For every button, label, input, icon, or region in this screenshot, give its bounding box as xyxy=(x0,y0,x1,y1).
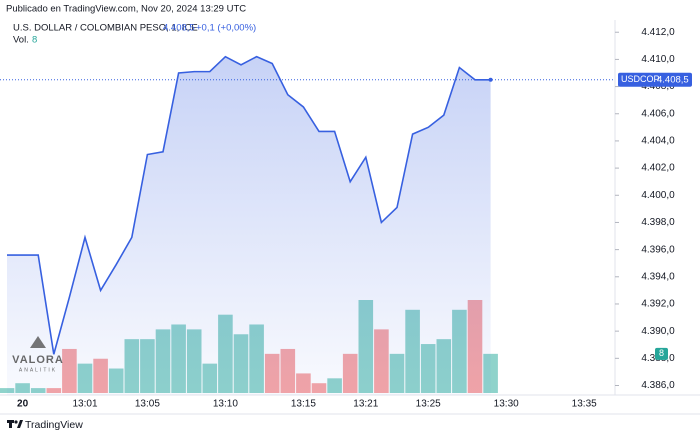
price-area xyxy=(7,56,491,395)
x-tick-label: 13:35 xyxy=(572,399,597,410)
y-tick-label: 4.412,0 xyxy=(641,27,675,38)
watermark-title: VALORA xyxy=(12,354,64,366)
symbol-title: U.S. DOLLAR / COLOMBIAN PESO, 1, ICE xyxy=(13,23,198,34)
price-line xyxy=(7,55,491,355)
price-box xyxy=(618,72,692,87)
x-tick-label: 13:25 xyxy=(416,399,441,410)
watermark: VALORA ANALITIK xyxy=(12,336,64,373)
y-tick-label: 4.400,0 xyxy=(641,190,675,201)
footer-brand: TradingView xyxy=(25,419,83,431)
x-tick-label: 20 xyxy=(17,399,29,410)
watermark-subtitle: ANALITIK xyxy=(19,367,57,373)
y-tick-label: 4.392,0 xyxy=(641,299,675,310)
y-tick-label: 4.406,0 xyxy=(641,108,675,119)
watermark-icon xyxy=(30,336,46,348)
y-tick-label: 4.404,0 xyxy=(641,136,675,147)
last-point xyxy=(488,77,493,82)
y-tick-label: 4.402,0 xyxy=(641,163,675,174)
logo-part xyxy=(14,420,18,424)
y-tick-label: 4.386,0 xyxy=(641,380,675,391)
volume-legend: Vol. xyxy=(13,35,29,46)
x-tick-label: 13:21 xyxy=(353,399,378,410)
volume-box xyxy=(655,347,668,360)
published-note: Publicado en TradingView.com, Nov 20, 20… xyxy=(6,4,246,15)
y-tick-label: 4.390,0 xyxy=(641,326,675,337)
x-tick-label: 13:30 xyxy=(494,399,519,410)
price-change: +0,1 (+0,00%) xyxy=(196,23,256,34)
y-tick-label: 4.398,0 xyxy=(641,217,675,228)
y-tick-label: 4.396,0 xyxy=(641,244,675,255)
x-tick-label: 13:05 xyxy=(135,399,160,410)
volume-last-header: 8 xyxy=(32,35,37,46)
price-box-value: 4.408,5 xyxy=(657,74,689,85)
x-tick-label: 13:10 xyxy=(213,399,238,410)
y-tick-label: 4.394,0 xyxy=(641,271,675,282)
y-tick-label: 4.410,0 xyxy=(641,54,675,65)
footer-logo xyxy=(7,420,23,428)
logo-part xyxy=(9,420,12,428)
last-price-header: 4.408,5 xyxy=(163,23,195,34)
price-box-symbol: USDCOP xyxy=(621,74,660,84)
plot xyxy=(0,55,615,395)
logo-part xyxy=(17,420,23,428)
volume-box-value: 8 xyxy=(659,348,664,358)
x-tick-label: 13:01 xyxy=(72,399,97,410)
x-tick-label: 13:15 xyxy=(291,399,316,410)
